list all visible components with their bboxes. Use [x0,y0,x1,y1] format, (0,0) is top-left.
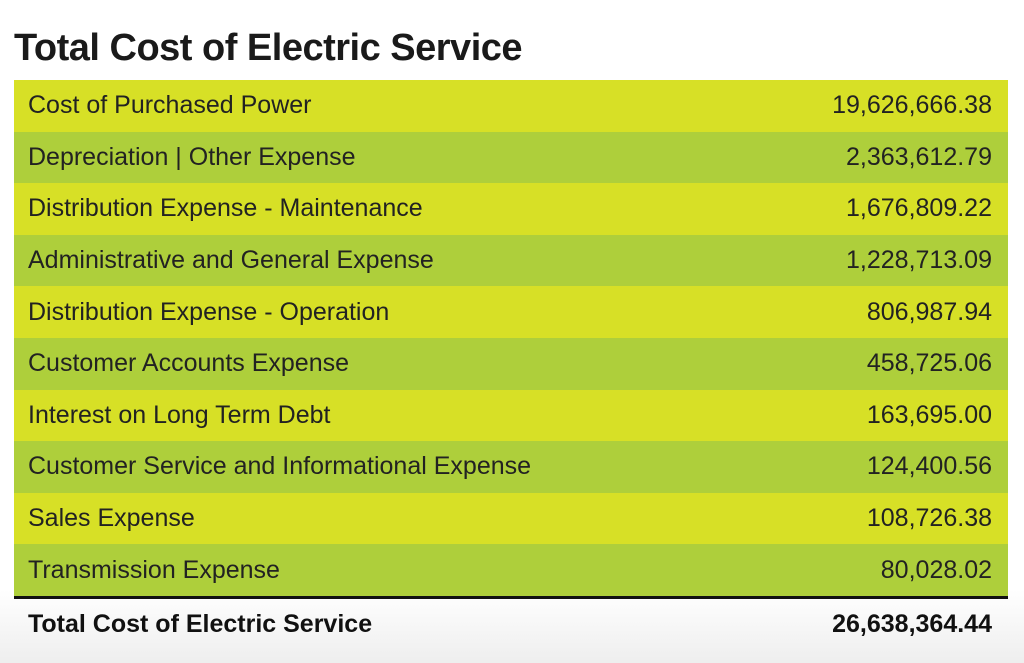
row-label: Cost of Purchased Power [28,91,312,120]
total-label: Total Cost of Electric Service [28,610,373,639]
row-label: Interest on Long Term Debt [28,400,331,429]
table-row: Interest on Long Term Debt 163,695.00 [14,389,1008,442]
table-row: Distribution Expense - Operation 806,987.… [14,286,1008,338]
row-label: Sales Expense [28,504,195,533]
row-label: Distribution Expense - Operation [28,297,390,326]
table-row: Sales Expense 108,726.38 [14,492,1008,545]
row-value: 108,726.38 [866,504,992,533]
row-value: 2,363,612.79 [846,142,992,171]
table-row: Customer Accounts Expense 458,725.06 [14,337,1008,390]
table-row: Distribution Expense - Maintenance 1,676,… [14,183,1008,235]
row-value: 1,228,713.09 [846,246,992,275]
table-row: Transmission Expense 80,028.02 [14,544,1008,596]
row-value: 80,028.02 [880,555,992,584]
row-label: Depreciation | Other Expense [28,142,356,171]
row-label: Transmission Expense [28,555,280,584]
table-row: Cost of Purchased Power 19,626,666.38 [14,80,1008,132]
row-value: 1,676,809.22 [846,194,992,223]
row-value: 163,695.00 [866,400,992,429]
table-body: Cost of Purchased Power 19,626,666.38 Depr… [14,80,1008,596]
table-row: Administrative and General Expense 1,228,… [14,234,1008,287]
row-value: 806,987.94 [866,297,992,326]
row-label: Distribution Expense - Maintenance [28,194,423,223]
table-row: Depreciation | Other Expense 2,363,612.79 [14,131,1008,184]
row-value: 458,725.06 [866,349,992,378]
cost-table: Cost of Purchased Power 19,626,666.38 Depr… [14,80,1008,651]
row-value: 124,400.56 [866,452,992,481]
row-label: Customer Service and Informational Expen… [28,452,532,481]
table-row: Customer Service and Informational Expen… [14,441,1008,493]
total-row: Total Cost of Electric Service 26,638,36… [14,599,1008,651]
page-title: Total Cost of Electric Service [14,27,523,69]
row-value: 19,626,666.38 [832,91,992,120]
total-divider [14,595,1008,599]
total-value: 26,638,364.44 [832,610,992,639]
row-label: Customer Accounts Expense [28,349,349,378]
row-label: Administrative and General Expense [28,246,434,275]
